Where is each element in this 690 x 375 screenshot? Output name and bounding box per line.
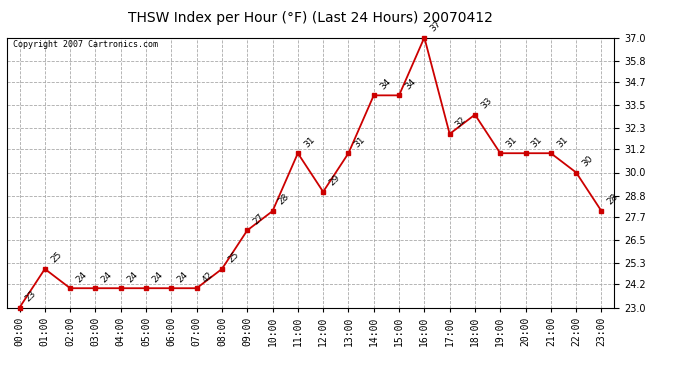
Text: 25: 25 [49,251,63,265]
Text: THSW Index per Hour (°F) (Last 24 Hours) 20070412: THSW Index per Hour (°F) (Last 24 Hours)… [128,11,493,25]
Text: 29: 29 [327,173,342,188]
Text: 30: 30 [580,154,595,168]
Text: 31: 31 [302,135,317,149]
Text: 31: 31 [530,135,544,149]
Text: 31: 31 [353,135,367,149]
Text: 32: 32 [454,116,469,130]
Text: 24: 24 [125,270,139,284]
Text: 24: 24 [175,270,190,284]
Text: 34: 34 [378,77,393,91]
Text: 42: 42 [201,270,215,284]
Text: 37: 37 [428,19,443,33]
Text: 27: 27 [251,212,266,226]
Text: 34: 34 [403,77,417,91]
Text: 31: 31 [504,135,519,149]
Text: 28: 28 [606,192,620,207]
Text: 31: 31 [555,135,569,149]
Text: 23: 23 [23,289,38,303]
Text: Copyright 2007 Cartronics.com: Copyright 2007 Cartronics.com [13,40,158,49]
Text: 24: 24 [75,270,88,284]
Text: 28: 28 [277,192,291,207]
Text: 24: 24 [150,270,164,284]
Text: 24: 24 [99,270,114,284]
Text: 25: 25 [226,251,241,265]
Text: 33: 33 [479,96,493,111]
